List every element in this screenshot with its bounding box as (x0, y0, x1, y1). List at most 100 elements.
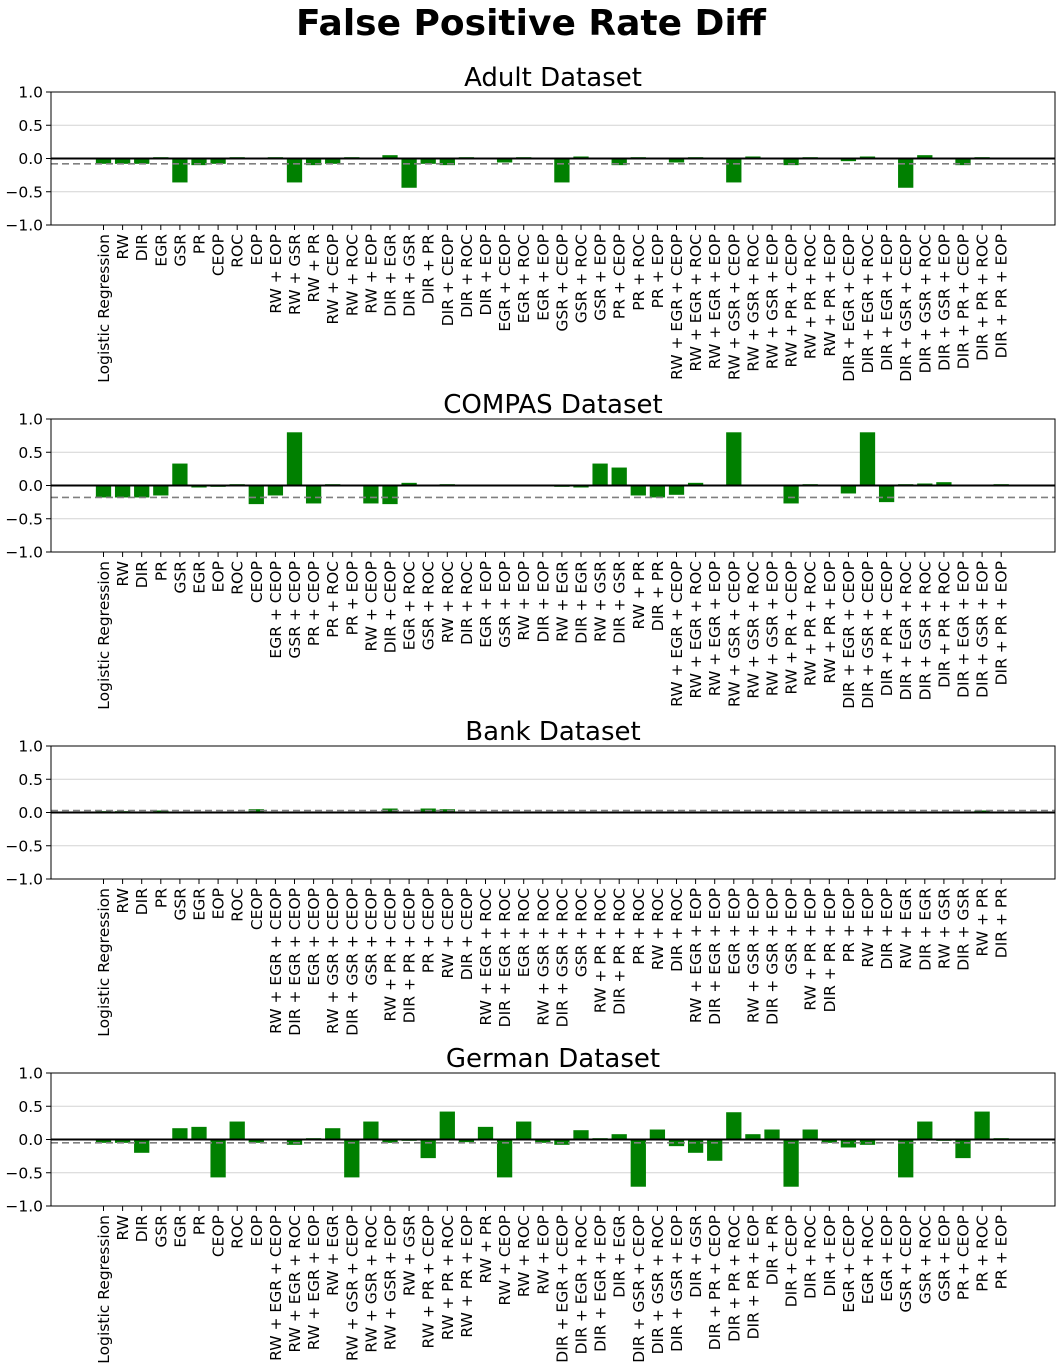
bar (191, 1126, 207, 1140)
x-tick-label: PR + ROC (630, 888, 648, 965)
x-tick-label: RW + ROC (439, 561, 457, 643)
bar (917, 155, 933, 159)
x-tick-label: RW (114, 1215, 132, 1240)
x-tick-label: DIR + EGR + EOP (592, 1215, 610, 1352)
x-tick-label: EGR + CEOP (840, 1215, 858, 1313)
bar (649, 485, 666, 498)
x-tick-label: RW + GSR + EOP (764, 234, 782, 369)
x-tick-label: EGR (152, 234, 170, 267)
x-tick-label: GSR + EOP (592, 234, 610, 321)
x-tick-label: GSR + ROC (573, 888, 591, 977)
x-tick-label: PR + CEOP (305, 561, 323, 646)
x-tick-label: DIR + GSR + EOP (935, 234, 953, 371)
x-tick-label: DIR + EOP (534, 561, 552, 642)
bar (325, 1128, 341, 1140)
y-tick-label: 0.0 (18, 1131, 43, 1149)
bar (95, 1139, 112, 1143)
x-tick-label: DIR + GSR + CEOP (859, 561, 877, 709)
y-tick-label: −1.0 (5, 1198, 43, 1216)
bar (363, 485, 379, 504)
bar (420, 158, 436, 164)
x-tick-label: DIR + ROC (802, 1215, 820, 1299)
x-tick-label: RW + PR + EOP (802, 888, 820, 1011)
bar (496, 1139, 513, 1178)
x-tick-label: Logistic Regression (95, 1215, 113, 1364)
x-tick-label: PR + EOP (993, 1215, 1011, 1289)
bar (401, 158, 417, 188)
x-tick-label: RW + EGR + ROC (687, 234, 705, 372)
bar (248, 809, 264, 813)
bar (611, 467, 627, 486)
x-tick-label: RW + GSR + CEOP (725, 234, 743, 380)
x-tick-label: DIR + PR + EOP (821, 888, 839, 1012)
y-tick-label: 1.0 (18, 411, 43, 429)
x-tick-label: DIR + CEOP (439, 234, 457, 326)
x-tick-label: ROC (229, 234, 247, 268)
x-tick-label: DIR + GSR + CEOP (897, 234, 915, 382)
bar (687, 482, 704, 486)
x-tick-label: EGR + EOP (534, 234, 552, 321)
bar (936, 482, 952, 486)
x-tick-label: DIR + EGR (916, 888, 934, 971)
x-tick-label: DIR + GSR (687, 1215, 705, 1298)
panel-title: Adult Dataset (464, 63, 642, 93)
x-tick-label: RW + GSR (935, 888, 953, 969)
x-tick-label: RW + PR + ROC (439, 1215, 457, 1340)
x-tick-label: PR + CEOP (955, 1215, 973, 1300)
x-tick-label: EOP (210, 888, 228, 919)
bar (229, 1121, 245, 1140)
bar (382, 1139, 398, 1143)
bar (745, 1134, 761, 1140)
bar (248, 1139, 264, 1143)
x-tick-label: GSR + CEOP (362, 888, 380, 986)
bar (382, 485, 398, 505)
bar (439, 1111, 455, 1140)
y-tick-label: −0.5 (5, 837, 43, 855)
bar (707, 1139, 723, 1161)
x-tick-label: CEOP (210, 1215, 228, 1257)
figure-title: False Positive Rate Diff (296, 3, 767, 44)
bar (955, 158, 971, 166)
y-tick-label: −0.5 (5, 183, 43, 201)
x-tick-label: RW + PR + EOP (821, 234, 839, 357)
x-tick-label: EGR (171, 1215, 189, 1248)
x-tick-label: GSR + CEOP (897, 1215, 915, 1313)
x-tick-label: CEOP (248, 888, 266, 930)
x-tick-label: RW + GSR + CEOP (725, 561, 743, 707)
x-tick-label: PR + CEOP (420, 888, 438, 973)
bar (802, 1129, 818, 1140)
x-tick-label: DIR + CEOP (458, 888, 476, 980)
x-tick-label: PR + ROC (324, 561, 342, 638)
x-tick-label: GSR (152, 1215, 170, 1248)
x-tick-label: RW + EGR + EOP (706, 234, 724, 369)
x-tick-label: RW + PR (630, 561, 648, 630)
x-tick-label: DIR + EGR (611, 1215, 629, 1298)
x-tick-label: DIR + PR + EOP (993, 561, 1011, 685)
x-tick-label: Logistic Regression (95, 888, 113, 1037)
bar (305, 158, 322, 166)
x-tick-label: RW + GSR + ROC (744, 234, 762, 372)
y-tick-label: 0.0 (18, 804, 43, 822)
x-tick-label: RW + EGR + CEOP (267, 1215, 285, 1361)
x-tick-label: RW + GSR + CEOP (343, 1215, 361, 1361)
x-tick-label: EGR + CEOP (496, 234, 514, 332)
y-tick-label: −1.0 (5, 217, 43, 235)
x-tick-label: ROC (229, 1215, 247, 1249)
bar (783, 1139, 799, 1187)
y-tick-label: −1.0 (5, 544, 43, 562)
bar (172, 158, 188, 183)
x-tick-label: DIR + PR + ROC (974, 234, 992, 361)
x-tick-label: GSR + ROC (916, 1215, 934, 1304)
panel-title: German Dataset (446, 1044, 660, 1074)
axes-frame (50, 418, 1056, 553)
x-tick-label: EOP (248, 234, 266, 265)
x-tick-label: RW + GSR + EOP (744, 888, 762, 1023)
x-tick-label: DIR (133, 888, 151, 916)
bar (114, 158, 131, 164)
bar (840, 158, 857, 162)
x-tick-label: DIR + PR + CEOP (878, 561, 896, 696)
bar (458, 1139, 475, 1143)
x-tick-label: RW + GSR + ROC (744, 561, 762, 699)
x-tick-label: DIR + EGR (382, 234, 400, 317)
